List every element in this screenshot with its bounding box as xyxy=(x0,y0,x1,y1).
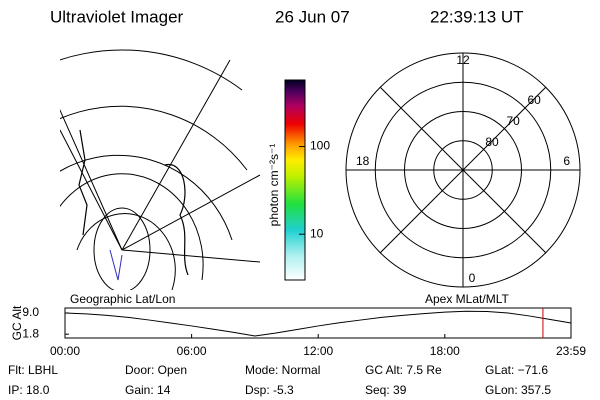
x-tick-label: 12:00 xyxy=(303,344,333,358)
geographic-grid xyxy=(60,49,260,290)
footer-field: GC Alt: 7.5 Re xyxy=(365,363,442,377)
colorbar xyxy=(284,79,306,281)
mlt-label: 6 xyxy=(563,154,570,168)
y-axis-label: GC Alt xyxy=(10,305,24,340)
left-panel-label: Geographic Lat/Lon xyxy=(70,292,175,306)
lat-label: 80 xyxy=(485,135,499,149)
colorbar-label: photon cm⁻²s⁻¹ xyxy=(267,144,281,227)
y-tick-label: 9.0 xyxy=(22,305,39,319)
footer-field: GLat: −71.6 xyxy=(485,363,548,377)
instrument: Ultraviolet Imager xyxy=(50,7,184,26)
x-tick-label: 18:00 xyxy=(430,344,460,358)
colorbar-tick-label: 100 xyxy=(310,139,330,153)
footer-field: GLon: 357.5 xyxy=(485,383,551,397)
y-tick-label: 1.8 xyxy=(22,326,39,340)
x-tick-label: 00:00 xyxy=(50,344,80,358)
lat-label: 60 xyxy=(528,93,542,107)
footer-field: Gain: 14 xyxy=(125,383,171,397)
x-tick-label: 06:00 xyxy=(177,344,207,358)
footer-field: Mode: Normal xyxy=(245,363,320,377)
date: 26 Jun 07 xyxy=(275,7,350,26)
mlt-label: 12 xyxy=(456,53,470,67)
x-tick-label: 23:59 xyxy=(556,344,586,358)
lat-circle xyxy=(374,81,552,259)
footer-field: Dsp: -5.3 xyxy=(245,383,294,397)
lat-circle xyxy=(404,111,522,229)
gc-alt-line xyxy=(64,310,572,337)
lat-label: 70 xyxy=(506,114,520,128)
right-panel-label: Apex MLat/MLT xyxy=(425,292,509,306)
footer-field: Flt: LBHL xyxy=(8,363,58,377)
time: 22:39:13 UT xyxy=(430,7,524,26)
lat-circle xyxy=(433,140,493,200)
footer-field: Seq: 39 xyxy=(365,383,407,397)
footer-field: Door: Open xyxy=(125,363,187,377)
colorbar-tick-label: 10 xyxy=(310,226,324,240)
footer-field: IP: 18.0 xyxy=(8,383,50,397)
mlt-label: 0 xyxy=(469,271,476,285)
mlt-label: 18 xyxy=(356,154,370,168)
